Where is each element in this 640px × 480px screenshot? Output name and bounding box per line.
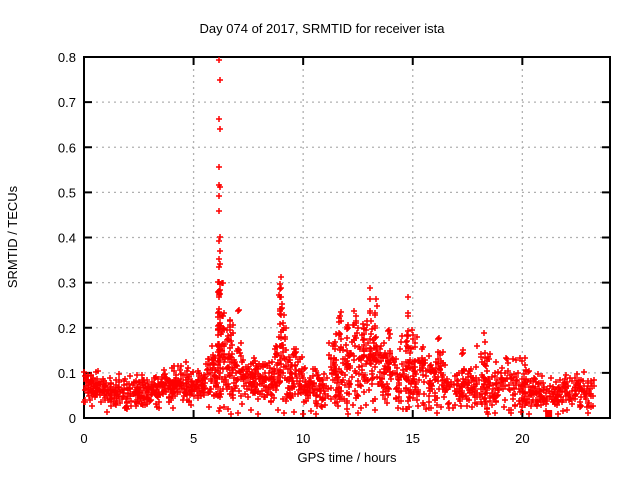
tick-labels: 0 5 10 15 20 0 0.1 0.2 0.3 0.4 0.5 0.6 0.7 0.8 [58, 50, 530, 446]
x-tick-label: 0 [80, 431, 87, 446]
y-axis-label: SRMTID / TECUs [5, 185, 20, 288]
scatter-points [81, 57, 597, 417]
y-tick-label: 0.6 [58, 140, 76, 155]
y-tick-label: 0 [69, 411, 76, 426]
chart-title: Day 074 of 2017, SRMTID for receiver ist… [200, 21, 446, 36]
x-tick-label: 5 [190, 431, 197, 446]
gridlines [84, 57, 610, 418]
x-tick-label: 20 [515, 431, 529, 446]
y-tick-label: 0.1 [58, 366, 76, 381]
y-tick-label: 0.8 [58, 50, 76, 65]
y-tick-label: 0.3 [58, 276, 76, 291]
y-tick-label: 0.7 [58, 95, 76, 110]
x-tick-label: 10 [296, 431, 310, 446]
y-tick-label: 0.4 [58, 231, 76, 246]
y-tick-label: 0.5 [58, 185, 76, 200]
data-point-markers [81, 57, 597, 417]
square-point-marker [545, 409, 553, 417]
x-axis-label: GPS time / hours [298, 450, 397, 465]
y-tick-label: 0.2 [58, 321, 76, 336]
x-tick-label: 15 [406, 431, 420, 446]
